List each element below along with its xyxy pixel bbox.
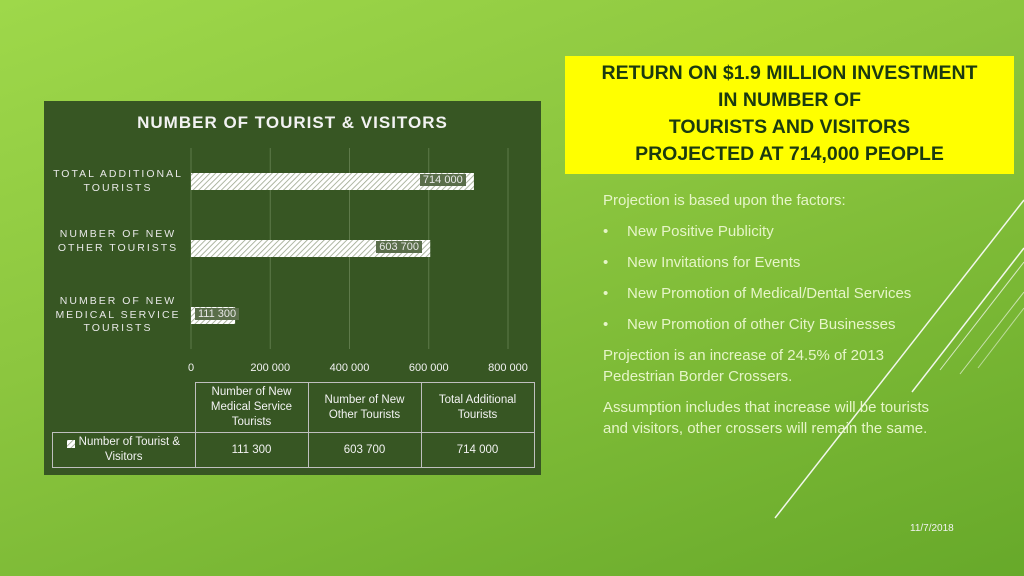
bullet-icon: • (603, 254, 609, 271)
data-label: 111 300 (195, 307, 240, 320)
slide-title: RETURN ON $1.9 MILLION INVESTMENT IN NUM… (565, 56, 1014, 174)
chart-panel: NUMBER OF TOURIST & VISITORS NUMBER OF N… (44, 101, 541, 475)
bar (191, 240, 431, 257)
x-tick-label: 600 000 (408, 362, 449, 374)
x-tick-label: 800 000 (488, 362, 528, 374)
factor-list: • New Positive Publicity • New Invitations… (603, 221, 953, 335)
x-tick-label: 400 000 (329, 362, 370, 374)
list-item: • New Positive Publicity (603, 223, 774, 240)
list-item: • New Invitations for Events (603, 254, 801, 271)
table-header-medical: Number of New Medical Service Tourists (194, 382, 309, 433)
data-table-header-row: Number of New Medical Service Tourists N… (53, 382, 535, 433)
assumption-paragraph: Assumption includes that increase will b… (603, 399, 929, 437)
category-label: TOTAL ADDITIONAL TOURISTS (53, 168, 183, 194)
chart-title: NUMBER OF TOURIST & VISITORS (137, 113, 448, 132)
data-table-row: Number of Tourist & Visitors 111 300 603… (52, 432, 535, 468)
x-tick-label: 0 (187, 362, 195, 374)
data-table: Number of New Medical Service Tourists N… (52, 382, 535, 468)
slide-title-line-4: PROJECTED AT 714,000 PEOPLE (635, 143, 944, 165)
intro-text: Projection is based upon the factors: (603, 192, 846, 209)
body-text: Projection is based upon the factors: • N… (603, 190, 953, 449)
category-label: NUMBER OF NEW OTHER TOURISTS (57, 228, 179, 254)
category-label: NUMBER OF NEW MEDICAL SERVICE TOURISTS (55, 295, 181, 335)
projection-paragraph: Projection is an increase of 24.5% of 20… (603, 347, 885, 385)
bullet-icon: • (603, 223, 609, 240)
table-row-label: Number of Tourist & Visitors (78, 436, 181, 463)
x-tick-label: 200 000 (250, 362, 291, 374)
bullet-icon: • (603, 285, 609, 302)
list-item: • New Promotion of other City Businesses (603, 316, 896, 333)
table-value-other: 603 700 (307, 432, 422, 468)
table-value-total: 714 000 (420, 432, 535, 468)
table-header-other: Number of New Other Tourists (307, 382, 422, 433)
data-label: 603 700 (376, 240, 422, 253)
slide-title-line-1: RETURN ON $1.9 MILLION INVESTMENT (601, 62, 978, 84)
bar (191, 173, 474, 190)
table-row-label-cell: Number of Tourist & Visitors (52, 432, 196, 468)
slide-title-line-3: TOURISTS AND VISITORS (668, 116, 911, 138)
list-item: • New Promotion of Medical/Dental Service… (603, 285, 912, 302)
slide-date: 11/7/2018 (910, 523, 954, 534)
slide-title-line-2: IN NUMBER OF (718, 89, 861, 111)
table-header-total: Total Additional Tourists (420, 382, 535, 433)
table-value-medical: 111 300 (194, 432, 309, 468)
legend-key-icon (67, 438, 76, 448)
bullet-icon: • (603, 316, 609, 333)
data-label: 714 000 (419, 173, 466, 186)
